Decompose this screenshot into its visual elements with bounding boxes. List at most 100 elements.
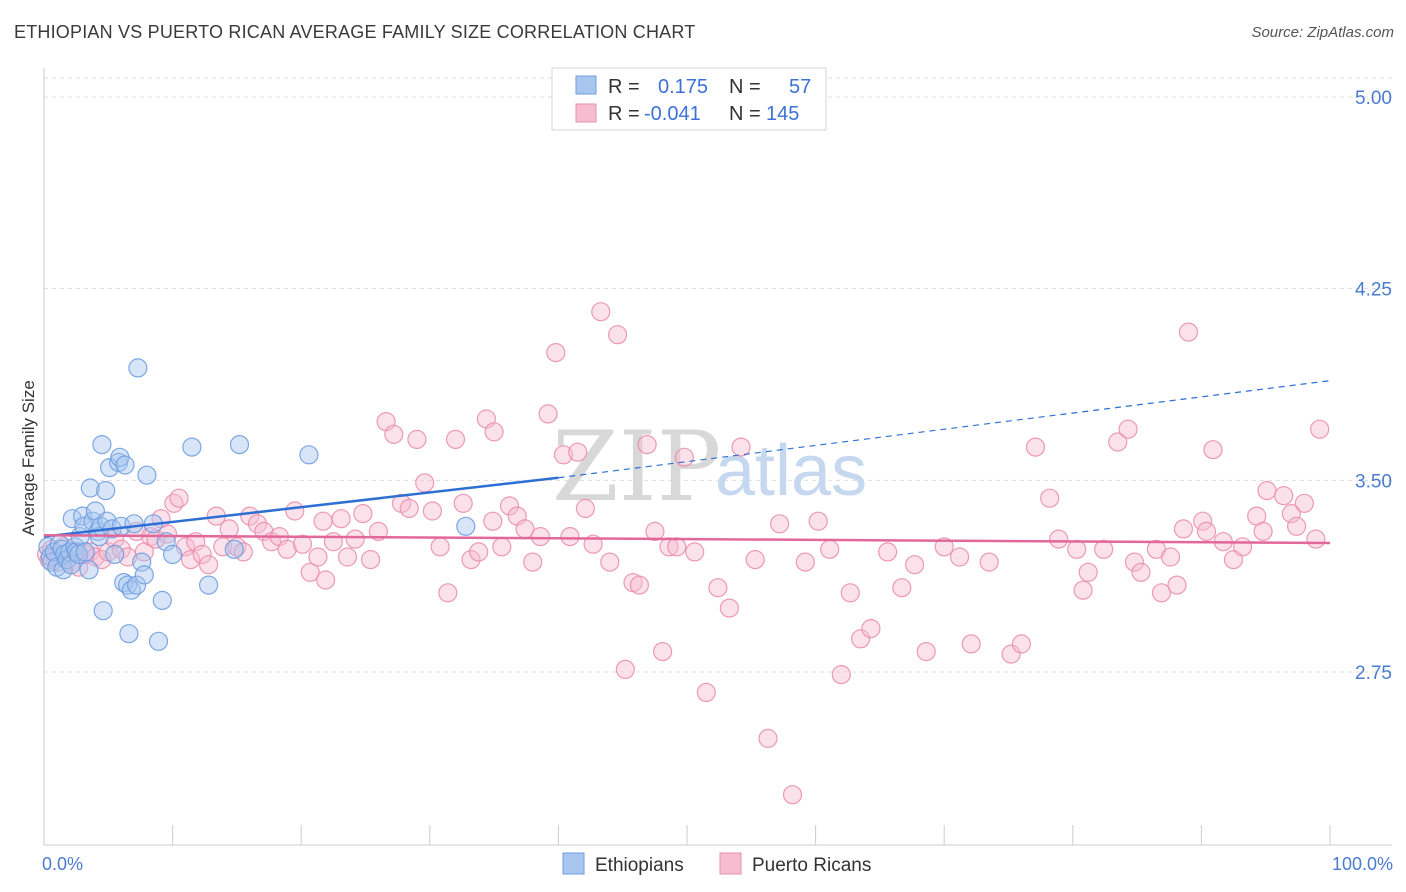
axes [43, 68, 1392, 846]
ethiopian-point [134, 565, 154, 585]
bottom-legend: Ethiopians Puerto Ricans [562, 852, 871, 876]
ethiopian-point [152, 590, 172, 611]
puerto-rican-point [652, 641, 673, 662]
puerto-ricans-points [36, 302, 1330, 805]
puerto-rican-point [313, 511, 333, 531]
legend-r-label-2: R = [608, 103, 640, 125]
ethiopian-point [105, 544, 125, 565]
puerto-rican-point [1073, 580, 1093, 600]
puerto-rican-point [629, 575, 650, 595]
puerto-rican-point [1257, 481, 1277, 501]
puerto-rican-point [1011, 634, 1032, 654]
puerto-rican-point [399, 498, 419, 518]
puerto-rican-point [877, 542, 898, 562]
puerto-rican-point [934, 537, 954, 557]
ethiopian-point [128, 358, 148, 378]
ethiopian-point [119, 624, 139, 644]
puerto-rican-point [575, 498, 596, 518]
ethiopians-trend-extension [558, 380, 1331, 479]
puerto-rican-point [1078, 562, 1098, 582]
ethiopian-point [96, 481, 116, 501]
puerto-rican-point [820, 539, 840, 559]
legend-n-value-1: 57 [789, 76, 811, 98]
y-tick-label: 2.75 [1355, 663, 1392, 684]
puerto-rican-point [199, 555, 219, 575]
puerto-rican-point [461, 549, 481, 570]
puerto-rican-point [553, 445, 574, 465]
puerto-rican-point [492, 537, 512, 557]
ethiopian-point [456, 516, 476, 536]
puerto-rican-point [607, 325, 628, 345]
puerto-rican-point [422, 501, 442, 521]
puerto-rican-point [696, 682, 716, 703]
ethiopian-point [99, 458, 120, 478]
puerto-rican-point [1049, 529, 1069, 549]
puerto-rican-point [1281, 503, 1302, 524]
puerto-rican-point [708, 578, 728, 598]
puerto-rican-point [213, 537, 233, 557]
legend-r-value-2: -0.041 [644, 103, 701, 125]
puerto-rican-point [1286, 516, 1307, 536]
legend-box: R = 0.175 N = 57 R = -0.041 N = 145 [551, 67, 827, 131]
puerto-rican-point [904, 555, 925, 575]
puerto-rican-point [384, 424, 404, 444]
puerto-rican-point [546, 343, 566, 363]
puerto-rican-point [430, 537, 450, 557]
puerto-rican-point [353, 503, 373, 524]
puerto-rican-point [300, 562, 320, 582]
puerto-rican-point [731, 437, 751, 457]
puerto-rican-point [745, 549, 765, 570]
ethiopian-point [72, 506, 93, 526]
puerto-ricans-trend-line [43, 534, 1331, 545]
puerto-rican-point [1118, 419, 1138, 439]
bottom-legend-label-ethiopians: Ethiopians [595, 855, 684, 876]
puerto-rican-point [795, 552, 815, 572]
trend-lines [43, 380, 1331, 545]
puerto-rican-point [1294, 493, 1314, 513]
puerto-rican-point [192, 544, 212, 565]
ethiopian-point [224, 539, 244, 559]
legend-swatch-ethiopians [575, 75, 597, 95]
bottom-legend-swatch-puerto-ricans [719, 852, 742, 875]
puerto-rican-point [323, 532, 343, 552]
watermark-atlas: atlas [715, 431, 867, 511]
puerto-rican-point [1173, 519, 1194, 539]
puerto-rican-point [1253, 521, 1273, 542]
puerto-rican-point [758, 728, 778, 749]
ethiopian-point [75, 542, 95, 562]
puerto-rican-point [227, 537, 247, 557]
puerto-rican-point [530, 526, 551, 547]
puerto-rican-point [157, 524, 178, 544]
legend-n-label-1: N = [729, 76, 761, 98]
ethiopian-point [54, 544, 75, 565]
legend-frame [551, 67, 827, 131]
ethiopian-point [61, 555, 81, 575]
puerto-rican-point [308, 547, 328, 567]
puerto-rican-point [538, 404, 558, 424]
y-tick-label: 3.50 [1355, 471, 1392, 492]
y-tick-label: 4.25 [1355, 280, 1392, 301]
puerto-rican-point [861, 618, 881, 639]
puerto-rican-point [368, 521, 388, 542]
puerto-rican-point [769, 514, 790, 534]
puerto-rican-point [560, 526, 580, 547]
legend-r-label-1: R = [608, 76, 640, 98]
puerto-rican-point [1310, 419, 1330, 439]
ethiopian-point [80, 478, 100, 498]
puerto-rican-point [961, 634, 981, 654]
puerto-rican-point [685, 542, 705, 562]
puerto-rican-point [719, 598, 740, 618]
ethiopian-point [124, 514, 144, 534]
puerto-rican-point [331, 509, 351, 529]
ethiopians-points [38, 358, 476, 651]
puerto-rican-point [782, 785, 803, 805]
puerto-rican-point [1167, 575, 1187, 595]
puerto-rican-point [949, 547, 970, 567]
puerto-rican-point [292, 534, 313, 554]
puerto-rican-point [667, 537, 687, 557]
puerto-rican-point [1108, 432, 1128, 452]
puerto-rican-point [1040, 488, 1060, 508]
ethiopian-point [92, 435, 112, 455]
puerto-rican-point [645, 521, 665, 542]
ethiopian-point [182, 437, 202, 457]
